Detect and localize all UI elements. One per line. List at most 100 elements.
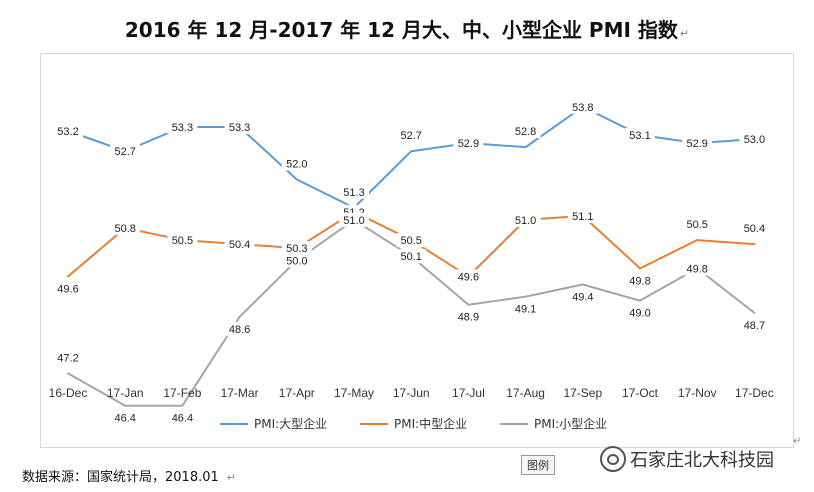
x-axis: 16-Dec 17-Jan 17-Feb 17-Mar 17-Apr 17-May 17-J…	[49, 386, 774, 400]
data-label-bg	[110, 410, 141, 425]
data-label: 50.0	[286, 255, 307, 267]
data-label: 48.6	[229, 324, 250, 336]
data-label: 52.7	[400, 130, 421, 142]
data-label-bg	[224, 237, 255, 252]
data-label: 53.3	[229, 122, 250, 134]
x-tick-label: 17-Dec	[735, 386, 774, 400]
data-label: 46.4	[114, 413, 135, 425]
data-label: 53.8	[572, 102, 593, 114]
data-label: 51.1	[572, 211, 593, 223]
data-source-note: 数据来源：国家统计局，2018.01 ↵	[22, 466, 236, 485]
x-tick-label: 17-Apr	[279, 386, 315, 400]
data-label-bg	[167, 233, 198, 248]
data-label: 49.6	[458, 271, 479, 283]
legend-label: PMI:大型企业	[254, 416, 327, 431]
data-label-bg	[396, 249, 427, 264]
data-label-bg	[625, 273, 655, 288]
legend-item-2: PMI:小型企业	[500, 416, 607, 431]
data-label: 53.2	[57, 126, 78, 138]
data-label: 50.5	[686, 219, 707, 231]
chart-title-text: 2016 年 12 月-2017 年 12 月大、中、小型企业 PMI 指数	[124, 18, 678, 42]
data-label-bg	[167, 410, 198, 425]
data-label-bg	[167, 119, 198, 134]
data-source-text: 数据来源：国家统计局，2018.01	[22, 470, 219, 485]
data-label: 49.0	[629, 308, 650, 320]
data-label: 49.1	[515, 304, 536, 316]
wechat-icon	[600, 446, 626, 472]
data-label-bg	[453, 136, 484, 151]
data-label-bg	[396, 128, 427, 143]
x-tick-label: 17-Aug	[506, 386, 545, 400]
legend-label: PMI:小型企业	[534, 416, 607, 431]
return-mark-icon: ↵	[226, 471, 236, 484]
data-label: 50.5	[172, 235, 193, 247]
legend-label: PMI:中型企业	[394, 416, 467, 431]
return-mark-icon: ↵	[679, 27, 690, 40]
data-label: 52.9	[686, 138, 707, 150]
data-label: 49.8	[629, 275, 650, 287]
data-label-bg	[682, 136, 713, 151]
data-label-bg	[739, 221, 770, 236]
data-label-bg	[567, 289, 598, 304]
data-label-bg	[53, 124, 83, 138]
legend-item-0: PMI:大型企业	[220, 416, 327, 431]
x-tick-label: 17-Sep	[563, 386, 602, 400]
x-tick-label: 17-Mar	[221, 386, 259, 400]
data-label: 48.7	[744, 320, 765, 332]
data-label: 53.3	[172, 122, 193, 134]
data-label: 53.0	[744, 134, 765, 146]
data-label-bg	[682, 261, 713, 276]
watermark: 石家庄北大科技园	[600, 446, 774, 472]
x-tick-label: 17-Feb	[163, 386, 201, 400]
data-label-bg	[567, 99, 598, 114]
x-tick-label: 17-Nov	[678, 386, 717, 400]
data-label-bg	[53, 350, 83, 365]
data-label: 46.4	[172, 413, 193, 425]
data-label-bg	[739, 317, 770, 332]
data-label: 49.8	[686, 263, 707, 275]
chart-title: 2016 年 12 月-2017 年 12 月大、中、小型企业 PMI 指数 ↵	[0, 14, 814, 43]
data-label-bg	[110, 144, 141, 159]
data-label: 50.3	[286, 243, 307, 255]
return-mark-icon: ↵	[793, 436, 802, 447]
data-label-bg	[339, 184, 369, 199]
data-label: 51.3	[343, 187, 364, 199]
x-tick-label: 16-Dec	[49, 386, 88, 400]
data-label: 50.5	[400, 235, 421, 247]
data-label-bg	[396, 233, 427, 248]
data-label: 50.4	[744, 223, 765, 235]
x-tick-label: 17-Oct	[622, 386, 659, 400]
legend-tag[interactable]: 图例	[521, 455, 555, 475]
data-label-bg	[453, 309, 484, 324]
x-tick-label: 17-Jun	[393, 386, 430, 400]
legend-item-1: PMI:中型企业	[360, 416, 467, 431]
x-tick-label: 17-Jul	[452, 386, 485, 400]
x-tick-label: 17-May	[334, 386, 374, 400]
data-label-bg	[453, 269, 484, 284]
data-label: 49.4	[572, 292, 593, 304]
data-label: 52.7	[114, 146, 135, 158]
data-label: 50.8	[114, 223, 135, 235]
data-label-bg	[110, 220, 141, 235]
data-label: 51.0	[343, 215, 364, 227]
data-label-bg	[510, 124, 541, 139]
data-label-bg	[281, 241, 312, 256]
data-label-layer: 53.2 52.7 53.3 53.3 52.0 51.3 52.7 52.9 52.8 53.8…	[53, 99, 770, 425]
data-label-bg	[567, 208, 598, 223]
data-label-bg	[510, 212, 541, 227]
data-label-bg	[224, 119, 255, 134]
data-label-bg	[739, 132, 770, 147]
x-tick-label: 17-Jan	[107, 386, 144, 400]
data-label: 53.1	[629, 130, 650, 142]
data-label-bg	[339, 212, 369, 227]
data-label: 50.4	[229, 239, 250, 251]
data-label: 51.0	[515, 215, 536, 227]
data-label-bg	[625, 128, 655, 143]
data-label-bg	[281, 253, 312, 268]
data-label: 49.6	[57, 283, 78, 295]
data-label: 48.9	[458, 312, 479, 324]
data-label-bg	[625, 305, 655, 320]
data-label-bg	[682, 217, 713, 232]
data-label: 47.2	[57, 352, 78, 364]
